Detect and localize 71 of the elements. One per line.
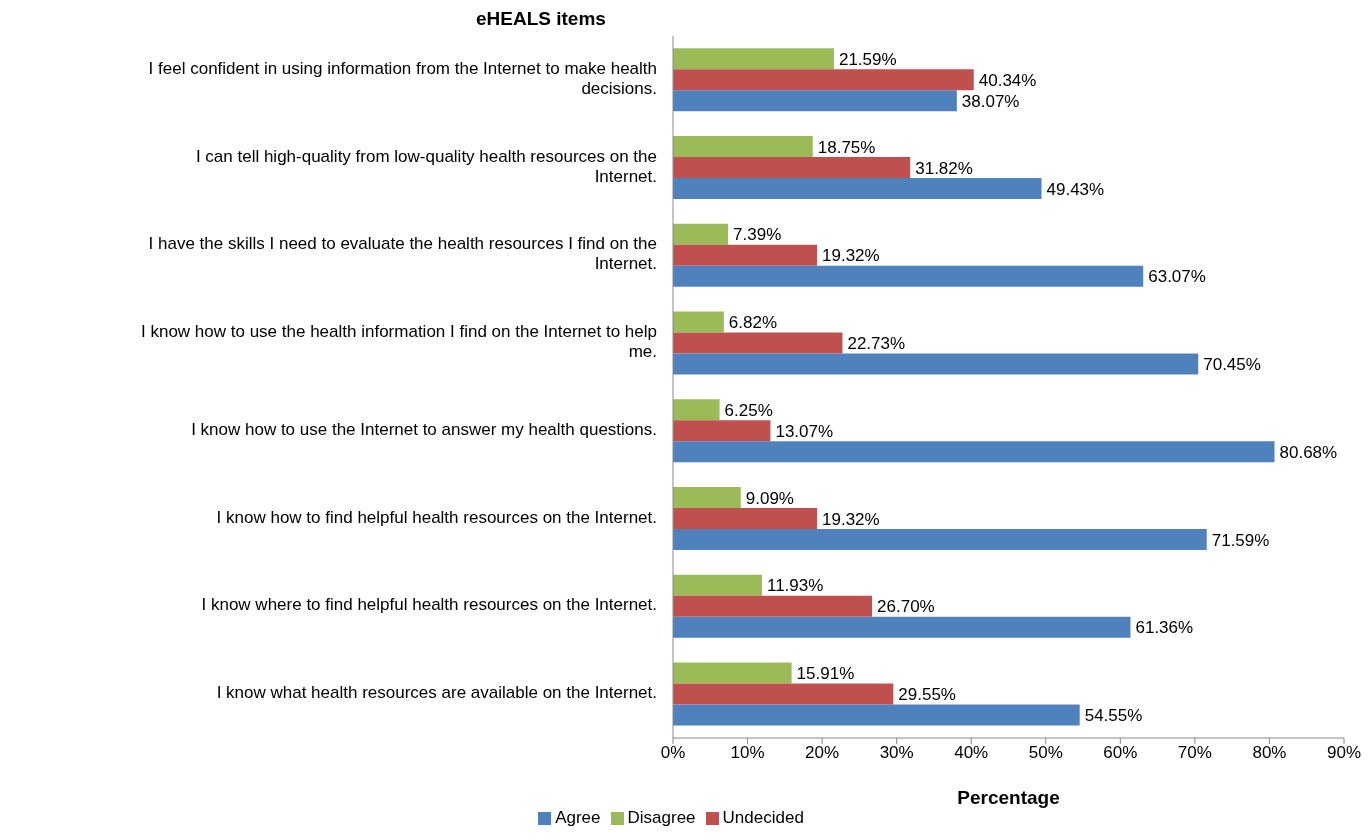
data-label: 19.32%	[822, 246, 880, 266]
bar	[673, 90, 957, 112]
bar	[673, 136, 813, 158]
bar	[673, 595, 873, 617]
data-label: 11.93%	[766, 576, 824, 596]
x-tick-label: 90%	[1326, 743, 1362, 763]
data-label: 21.59%	[838, 49, 897, 69]
y-tick-label: I know what health resources are available on the Internet.	[216, 683, 657, 703]
bar	[673, 616, 1131, 638]
x-tick-label: 50%	[1028, 743, 1063, 763]
bar	[673, 223, 729, 245]
data-label: 13.07%	[775, 421, 834, 441]
x-tick-label: 0%	[660, 743, 686, 763]
y-tick-label: I know how to use the Internet to answer my health questions.	[191, 420, 657, 440]
data-label: 6.25%	[724, 400, 773, 420]
data-label: 61.36%	[1135, 618, 1194, 638]
x-tick-label: 60%	[1103, 743, 1138, 763]
data-label: 18.75%	[817, 137, 876, 157]
data-label: 63.07%	[1148, 267, 1206, 287]
data-label: 70.45%	[1203, 355, 1261, 375]
bar	[673, 487, 741, 509]
bar	[673, 244, 818, 266]
bar	[673, 353, 1199, 375]
bar	[673, 704, 1080, 726]
bar	[673, 662, 792, 684]
bar	[673, 574, 762, 596]
y-tick-label: I know how to use the health information I find on the Internet to help me.	[141, 322, 657, 362]
data-label: 15.91%	[796, 664, 855, 684]
data-label: 29.55%	[898, 685, 956, 705]
legend-label: Disagree	[627, 808, 696, 827]
bar	[673, 332, 843, 354]
bar	[673, 178, 1042, 200]
x-axis-title: Percentage	[957, 787, 1060, 808]
bar	[673, 683, 894, 705]
y-tick-label: I can tell high-quality from low-quality health resources on the Internet.	[195, 147, 657, 187]
legend-label: Agree	[555, 808, 601, 827]
bar	[673, 265, 1144, 287]
bar	[673, 48, 834, 70]
data-label: 54.55%	[1084, 706, 1143, 726]
x-tick-label: 40%	[954, 743, 989, 763]
data-label: 71.59%	[1211, 530, 1270, 550]
bar	[673, 441, 1275, 463]
bar	[673, 508, 818, 530]
x-tick-label: 30%	[879, 743, 914, 763]
x-tick-label: 20%	[805, 743, 840, 763]
data-label: 22.73%	[847, 334, 906, 354]
data-label: 7.39%	[733, 225, 782, 245]
bar	[673, 420, 771, 442]
data-label: 80.68%	[1279, 442, 1338, 462]
bar	[673, 399, 720, 421]
data-label: 40.34%	[978, 70, 1037, 90]
legend-label: Undecided	[722, 808, 804, 827]
y-axis-title: eHEALS items	[476, 8, 606, 30]
y-tick-label: I have the skills I need to evaluate the health resources I find on the Internet.	[148, 234, 657, 274]
bar	[673, 311, 724, 333]
bar	[673, 69, 974, 91]
x-tick-label: 80%	[1252, 743, 1287, 763]
y-tick-label: I know how to find helpful health resources on the Internet.	[216, 508, 657, 528]
data-label: 19.32%	[822, 509, 880, 529]
bar	[673, 157, 911, 179]
data-label: 38.07%	[961, 91, 1020, 111]
x-tick-label: 70%	[1177, 743, 1212, 763]
x-tick-label: 10%	[730, 743, 765, 763]
data-label: 26.70%	[877, 597, 935, 617]
y-tick-label: I feel confident in using information from the Internet to make health decisions.	[148, 59, 657, 99]
data-label: 49.43%	[1046, 179, 1105, 199]
data-label: 6.82%	[728, 313, 778, 333]
data-label: 9.09%	[745, 488, 794, 508]
data-label: 31.82%	[915, 158, 973, 178]
y-tick-label: I know where to find helpful health resources on the Internet.	[201, 595, 657, 615]
bar	[673, 529, 1207, 551]
